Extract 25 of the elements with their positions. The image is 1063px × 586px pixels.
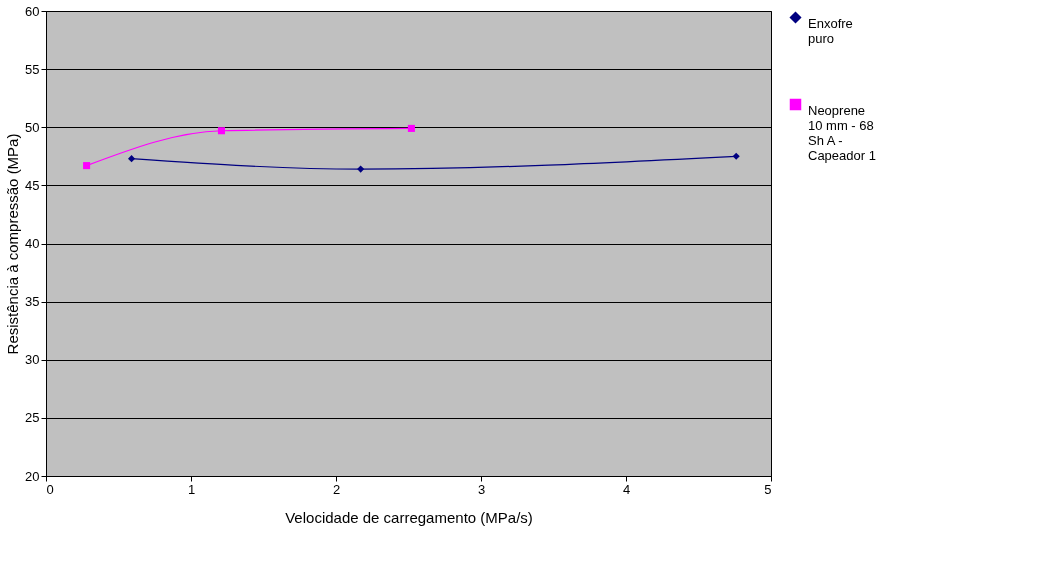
point — [407, 124, 415, 132]
point — [357, 165, 365, 173]
y-tick-label: 30 — [25, 352, 40, 368]
point — [732, 152, 740, 160]
x-tick-label: 0 — [46, 481, 54, 497]
y-tick-label: 25 — [25, 410, 40, 426]
x-tick-label: 1 — [187, 481, 196, 497]
y-tick-label: 20 — [25, 468, 40, 484]
legend-label: Neoprene 10 mm - 68 Sh A - Capeador 1 — [808, 102, 876, 163]
y-tick-label: 40 — [25, 236, 40, 251]
y-tick-label: 35 — [25, 294, 40, 310]
y-tick-label: 55 — [25, 61, 40, 77]
y-tick-label: 45 — [25, 177, 40, 193]
point — [128, 155, 136, 163]
x-tick-label: 3 — [477, 481, 486, 497]
x-axis-title: Velocidade de carregamento (MPa/s) — [285, 508, 533, 526]
x-tick-label: 5 — [764, 481, 772, 497]
x-tick-label: 4 — [622, 481, 631, 497]
legend-label: Enxofre puro — [808, 15, 853, 46]
y-tick-label: 60 — [25, 3, 40, 19]
point — [83, 162, 91, 170]
y-axis-title: Resistência à compressão (MPa) — [4, 133, 22, 355]
y-tick-label: 50 — [25, 119, 40, 135]
x-tick-label: 2 — [332, 481, 341, 497]
point — [217, 127, 225, 135]
